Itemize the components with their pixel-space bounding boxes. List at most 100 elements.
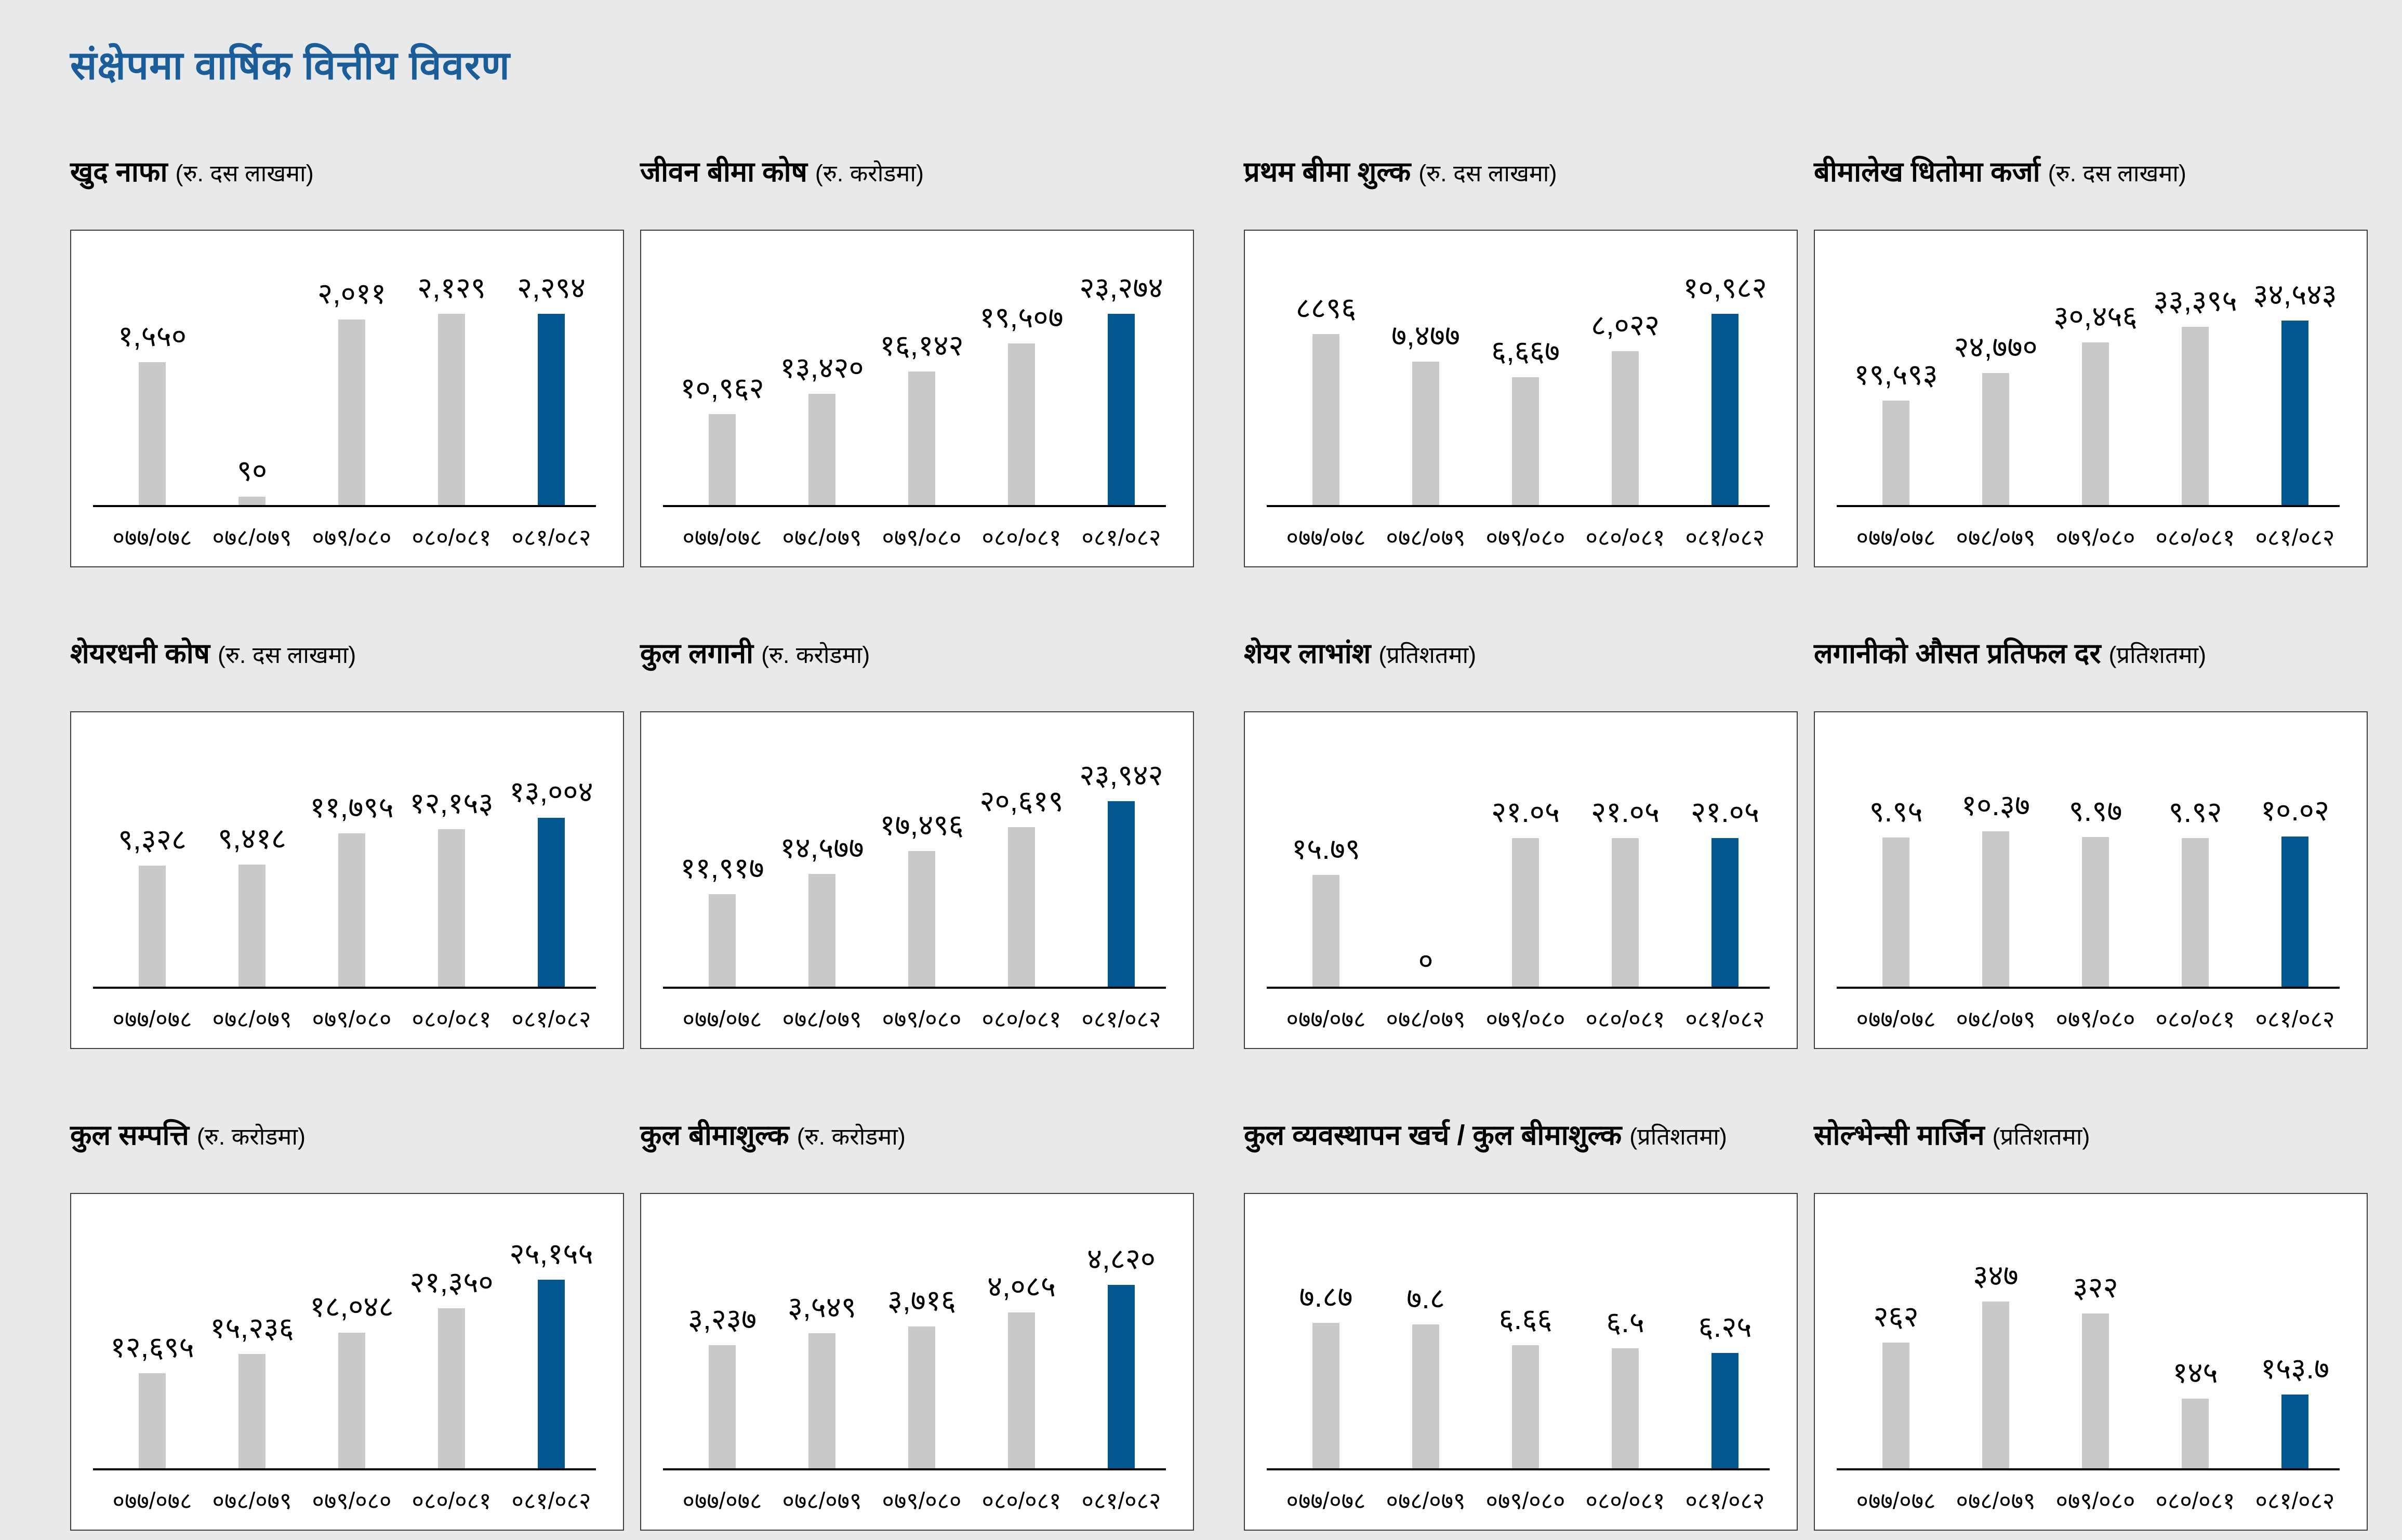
chart-unit: (रु. दस लाखमा) [1418,160,1557,187]
bar-slot: ३,७१६ [872,1230,972,1468]
bar [139,362,166,505]
bar-value-label: ८,०२२ [1590,309,1660,341]
bar [709,414,736,505]
chart-unit: (प्रतिशतमा) [1629,1123,1727,1150]
x-axis-labels: ०७७/०७८ ०७८/०७९ ०७९/०८० ०८०/०८१ ०८१/०८२ [1846,1003,2345,1034]
x-axis-tick-label: ०७७/०७८ [1286,1006,1366,1032]
x-axis-tick-label: ०७९/०८० [312,1006,392,1032]
bar [1882,401,1909,505]
bar-slot: १४,५७७ [772,749,872,987]
bar-slot: १०,९६२ [672,267,772,505]
bar-value-label: १४,५७७ [780,831,864,864]
bar-value-label: १२,६९५ [110,1331,194,1363]
bar-slot: २०,६१९ [972,749,1071,987]
x-axis-tick-label: ०७९/०८० [312,524,392,551]
x-axis-tick-label: ०७७/०७८ [112,1488,192,1514]
chart-header: शेयरधनी कोष (रु. दस लाखमा) [70,633,624,669]
bar-value-label: १३,४२० [780,351,864,384]
bar [338,833,365,987]
x-axis-tick-label: ०८०/०८१ [2155,1006,2235,1032]
chart-unit: (रु. करोडमा) [815,160,924,187]
chart-unit: (रु. दस लाखमा) [217,642,356,668]
x-axis-labels: ०७७/०७८ ०७८/०७९ ०७९/०८० ०८०/०८१ ०८१/०८२ [102,1484,601,1516]
chart-panel: शेयर लाभांश (प्रतिशतमा) १५.७९ ० २१.०५ २१.०५… [1244,633,1798,1049]
bar-slot: ३३,३९५ [2145,267,2245,505]
chart-panel: खुद नाफा (रु. दस लाखमा) १,५५० ९० २,०११ २,१२… [70,151,624,567]
bar-value-label: १०,९६२ [680,371,764,404]
chart-header: खुद नाफा (रु. दस लाखमा) [70,151,624,188]
x-axis-line [663,505,1166,507]
bar-value-label: २,०११ [317,277,387,310]
x-axis-tick-label: ०७९/०८० [312,1488,392,1514]
chart-panel: सोल्भेन्सी मार्जिन (प्रतिशतमा) २६२ ३४७ ३२२… [1814,1114,2368,1531]
bar-slot: १०,९८२ [1675,267,1775,505]
bar [438,829,465,987]
chart-panel: बीमालेख धितोमा कर्जा (रु. दस लाखमा) १९,५… [1814,151,2368,567]
bar [2082,1313,2109,1468]
bars-container: ७.८७ ७.८ ६.६६ ६.५ ६.२५ [1276,1230,1775,1468]
bar-slot: १,५५० [102,267,202,505]
bar-value-label: २,२९४ [516,271,586,304]
x-axis-tick-label: ०७७/०७८ [112,524,192,551]
bar [1982,373,2009,505]
x-axis-tick-label: ०८१/०८२ [2255,1488,2335,1514]
x-axis-tick-label: ०७९/०८० [882,524,962,551]
x-axis-tick-label: ०८१/०८२ [1685,1488,1765,1514]
x-axis-tick-label: ०७७/०७८ [1286,1488,1366,1514]
x-axis-tick-label: ०७७/०७८ [682,524,762,551]
chart-plot-area: १२,६९५ १५,२३६ १८,०४८ २१,३५० २५,१५५ ०७७/०७८ ०७… [70,1193,624,1531]
bar [238,865,266,987]
bar-value-label: ८८९६ [1295,291,1357,324]
x-axis-tick-label: ०८०/०८१ [981,1006,1061,1032]
x-axis-tick-label: ०७८/०७९ [212,1006,292,1032]
bar-value-label: २४,७७० [1954,330,2038,363]
x-axis-tick-label: ०७९/०८० [2055,1488,2135,1514]
bar [2082,837,2109,987]
bar-highlighted [538,818,565,987]
bar-value-label: ७.८ [1406,1282,1445,1315]
bar-value-label: ६.५ [1606,1306,1644,1338]
bars-container: १२,६९५ १५,२३६ १८,०४८ २१,३५० २५,१५५ [102,1230,601,1468]
bar-value-label: ९,४१८ [217,822,287,855]
bar [1312,334,1339,505]
bar-slot: १३,४२० [772,267,872,505]
x-axis-tick-label: ०७७/०७८ [682,1488,762,1514]
chart-panel: प्रथम बीमा शुल्क (रु. दस लाखमा) ८८९६ ७,४७… [1244,151,1798,567]
bar-slot: ११,९१७ [672,749,772,987]
chart-title: कुल लगानी [640,638,754,669]
x-axis-tick-label: ०७८/०७९ [1956,524,2036,551]
x-axis-labels: ०७७/०७८ ०७८/०७९ ०७९/०८० ०८०/०८१ ०८१/०८२ [102,1003,601,1034]
x-axis-tick-label: ०७८/०७९ [782,1006,862,1032]
chart-header: बीमालेख धितोमा कर्जा (रु. दस लाखमा) [1814,151,2368,188]
bar [438,1308,465,1468]
chart-plot-area: २६२ ३४७ ३२२ १४५ १५३.७ ०७७/०७८ ०७८/०७९ ०७९/०८० ०… [1814,1193,2368,1531]
x-axis-tick-label: ०७८/०७९ [212,524,292,551]
bar [1008,343,1035,505]
chart-title: खुद नाफा [70,156,168,188]
chart-header: सोल्भेन्सी मार्जिन (प्रतिशतमा) [1814,1114,2368,1151]
bar-value-label: ११,७९५ [310,791,394,824]
x-axis-line [1267,1468,1770,1470]
x-axis-labels: ०७७/०७८ ०७८/०७९ ०७९/०८० ०८०/०८१ ०८१/०८२ [1846,521,2345,553]
bar-slot: १८,०४८ [302,1230,402,1468]
chart-plot-area: ७.८७ ७.८ ६.६६ ६.५ ६.२५ ०७७/०७८ ०७८/०७९ ०७९/०८०… [1244,1193,1798,1531]
bar-slot: १२,१५३ [402,749,501,987]
chart-unit: (रु. दस लाखमा) [175,160,314,187]
x-axis-tick-label: ०८१/०८२ [511,1488,591,1514]
bar-slot: २४,७७० [1946,267,2046,505]
bar-value-label: ० [1418,944,1434,977]
bar-value-label: ६.२५ [1698,1310,1752,1343]
bar-value-label: १३,००४ [509,775,593,808]
x-axis-tick-label: ०७७/०७८ [1856,1488,1936,1514]
bar-highlighted [1711,1353,1739,1468]
chart-header: कुल लगानी (रु. करोडमा) [640,633,1194,669]
bar-value-label: १०.०२ [2260,794,2330,827]
bars-container: १,५५० ९० २,०११ २,१२९ २,२९४ [102,267,601,505]
chart-plot-area: ९.९५ १०.३७ ९.९७ ९.९२ १०.०२ ०७७/०७८ ०७८/०७९ ०७९… [1814,711,2368,1049]
bar [1612,838,1639,987]
chart-title: कुल व्यवस्थापन खर्च / कुल बीमाशुल्क [1244,1120,1622,1151]
bar-slot: ३०,४५६ [2046,267,2145,505]
x-axis-tick-label: ०८१/०८२ [2255,524,2335,551]
chart-plot-area: १,५५० ९० २,०११ २,१२९ २,२९४ ०७७/०७८ ०७८/०७९ ०७९… [70,230,624,567]
bar-value-label: १५,२३६ [210,1311,294,1344]
